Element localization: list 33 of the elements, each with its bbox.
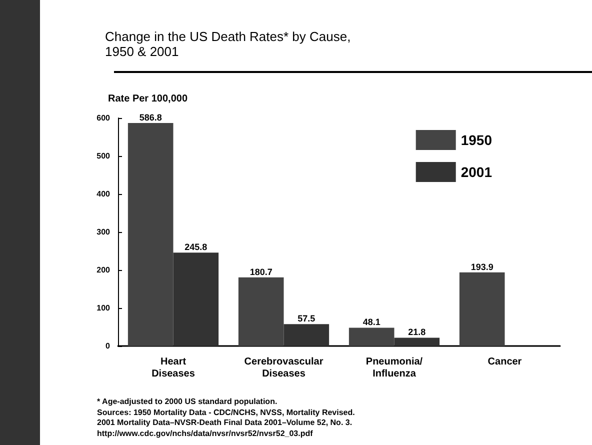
y-tick-label: 100 [96,304,111,312]
y-axis-title: Rate Per 100,000 [108,94,188,104]
bar [284,324,330,346]
y-tick-label: 0 [106,342,111,350]
x-tick-label: Cerebrovascular Diseases [244,356,324,380]
data-label: 57.5 [298,314,316,324]
y-tick-label: 300 [96,228,111,236]
text: 2001 Mortality Data–NVSR-Death Final Data 2001–Volume 52, No. 3. [97,418,354,428]
data-label: 21.8 [408,327,426,338]
bar [394,338,440,346]
text: http://www.cdc.gov/nchs/data/nvsr/nvsr52/nvsr52_03.pdf [97,428,314,439]
bar [128,123,174,346]
data-label: 586.8 [139,112,162,123]
legend-label: 2001 [460,164,492,180]
data-label: 180.7 [250,266,272,277]
y-tick-label: 500 [96,152,111,160]
bar [348,328,394,346]
y-tick-label: 400 [96,190,111,198]
text: * Age-adjusted to 2000 US standard population. [97,397,278,408]
y-tick-label: 200 [96,266,111,274]
data-label: 48.1 [362,317,380,328]
data-label: 245.8 [184,242,208,252]
x-tick-label: Heart Diseases [152,356,196,380]
bar [459,272,505,346]
source-note: Sources: 1950 Mortality Data - CDC/NCHS, NVSS, Mortality Revised. [97,408,355,418]
data-label: 193.9 [470,262,494,272]
x-tick-label: Cancer [488,356,522,368]
y-tick-label: 600 [96,114,111,122]
legend-label: 1950 [460,132,492,148]
bar [238,277,284,346]
chart-title: Change in the US Death Rates* by Cause, 1950 & 2001 [105,29,351,59]
x-tick-label: Pneumonia/ Influenza [366,356,423,380]
bar [173,252,219,346]
